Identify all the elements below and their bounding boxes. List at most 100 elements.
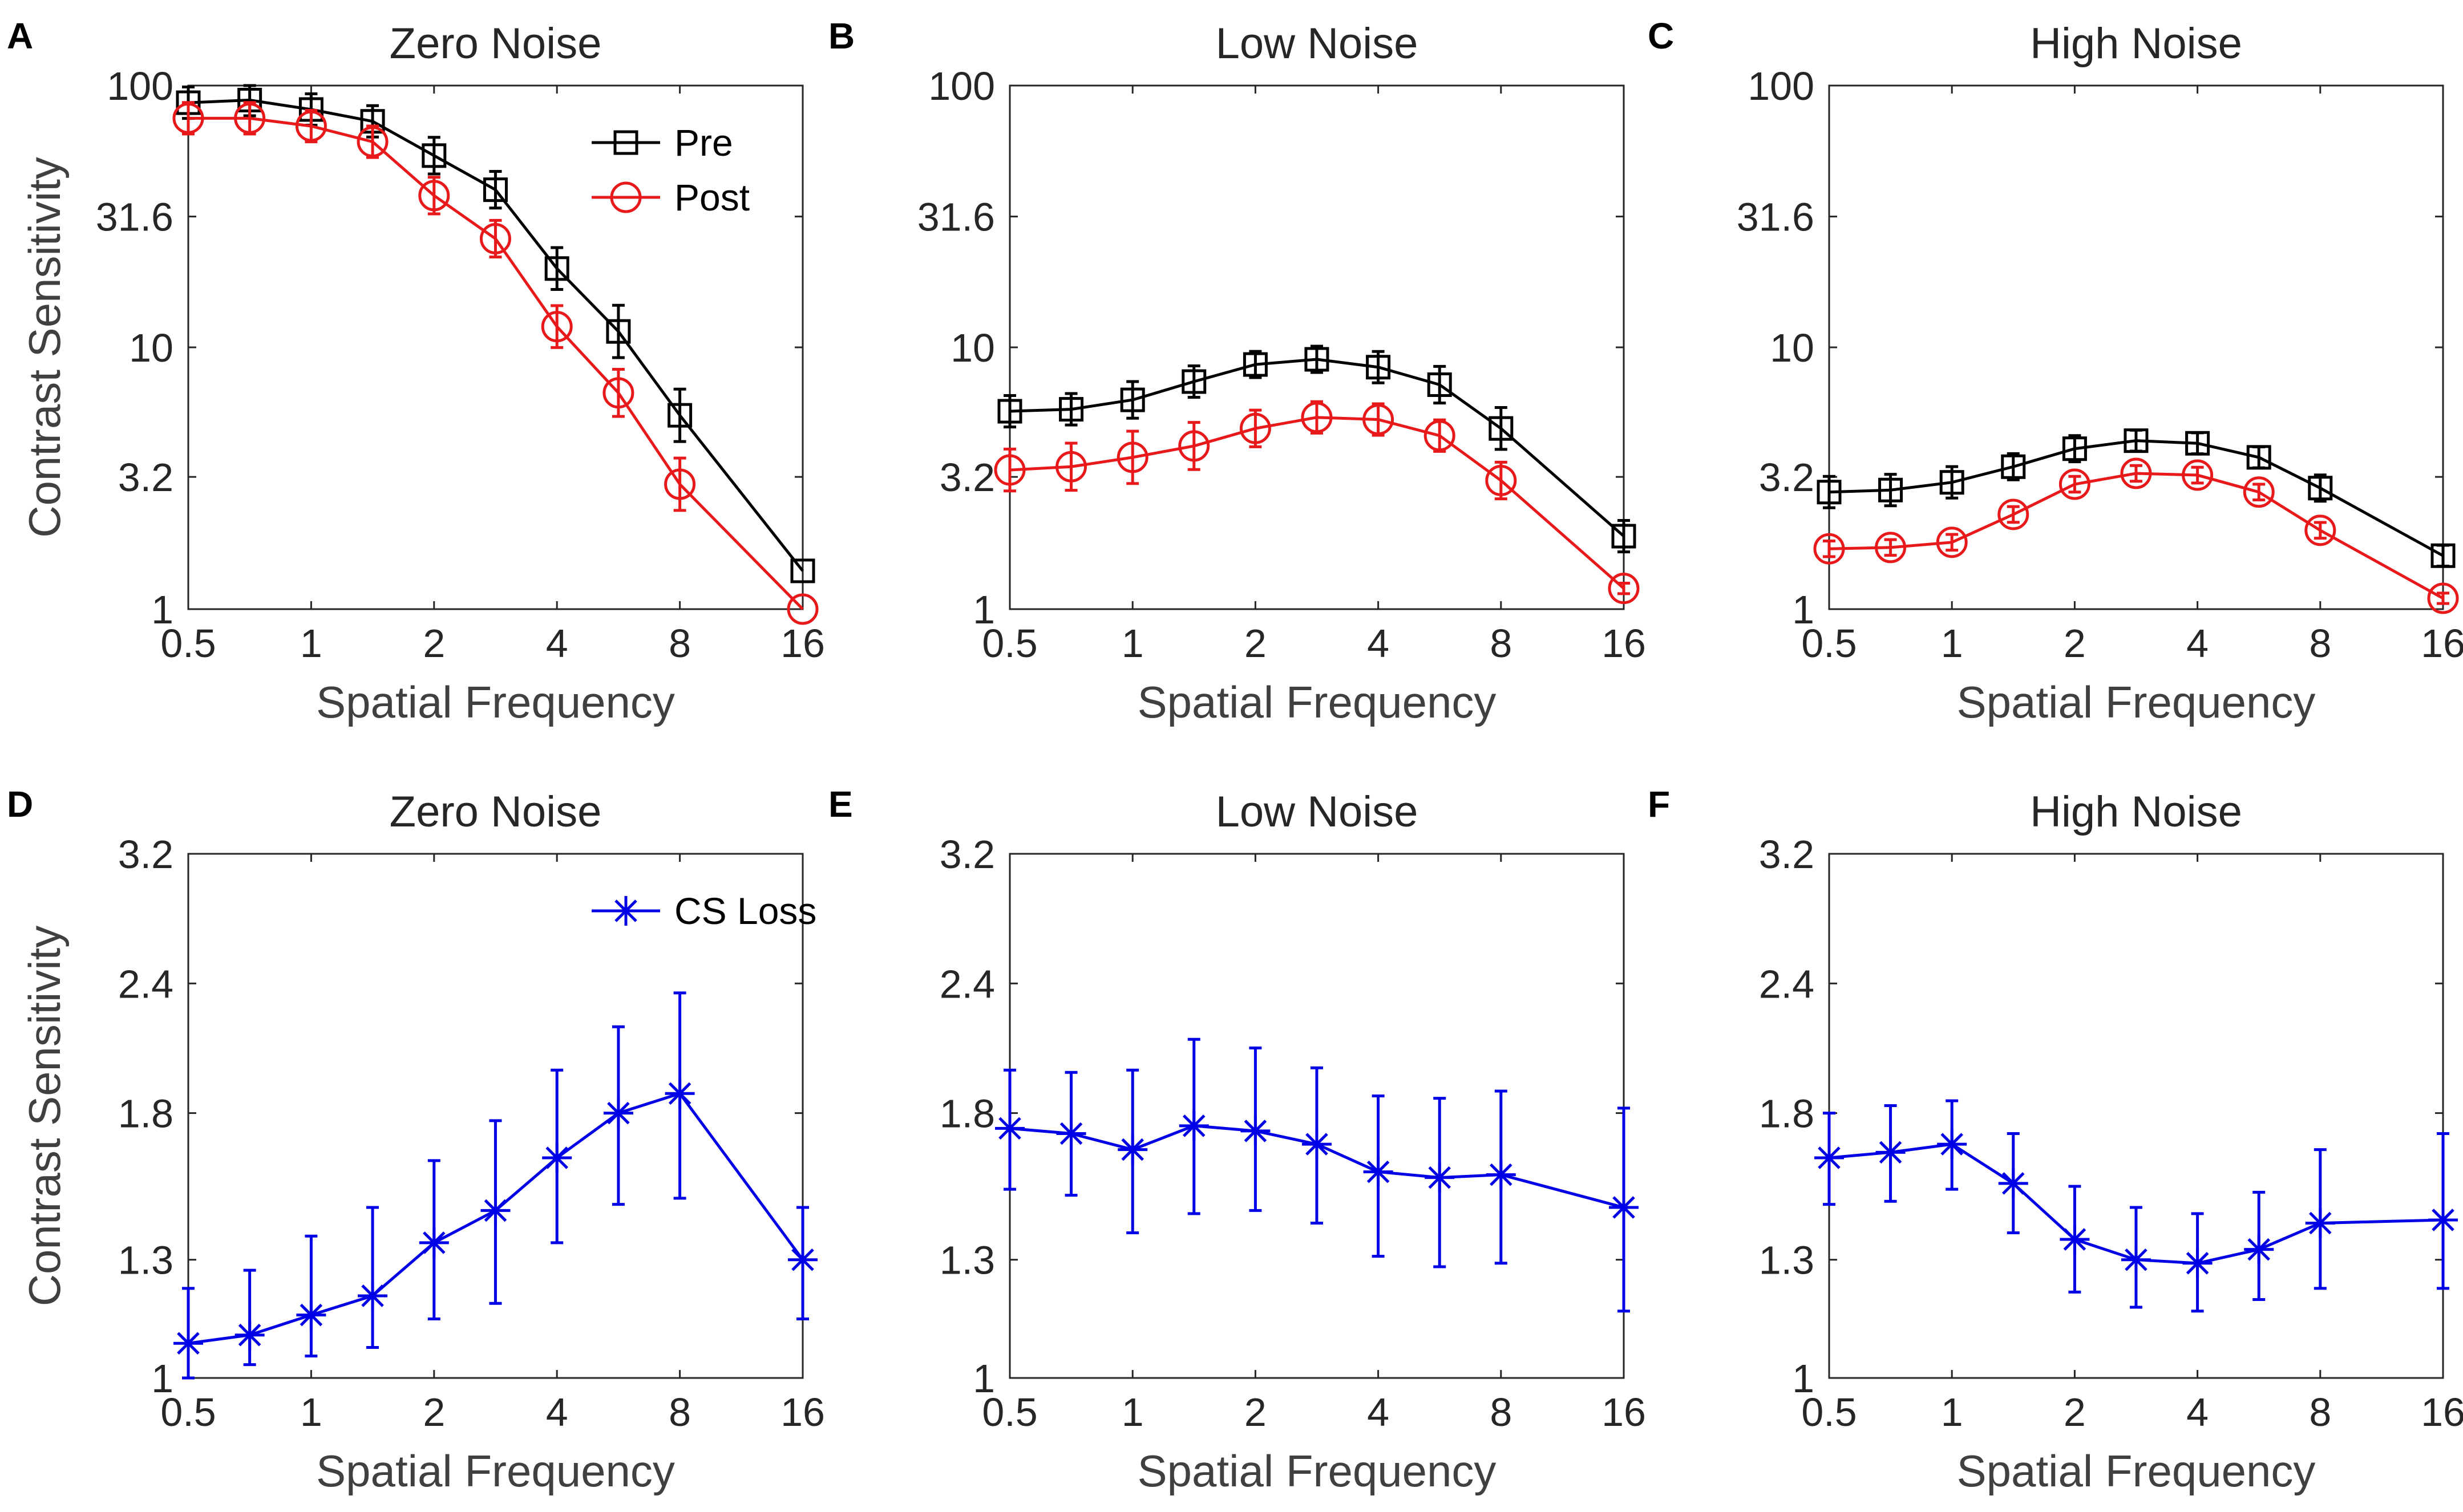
data-point <box>664 468 696 500</box>
panel-title: Low Noise <box>1216 788 1418 836</box>
legend-label: CS Loss <box>674 890 816 932</box>
data-point <box>1875 1137 1906 1168</box>
y-tick-label: 1 <box>973 587 995 632</box>
data-point <box>994 454 1026 486</box>
x-tick-label: 2 <box>423 1390 445 1434</box>
x-tick-label: 8 <box>669 621 691 666</box>
data-point <box>1056 1118 1086 1149</box>
x-tick-label: 1 <box>300 621 322 666</box>
data-point <box>1362 404 1394 436</box>
x-tick-label: 8 <box>2309 1390 2331 1434</box>
y-tick-label: 3.2 <box>118 832 173 877</box>
data-point <box>1366 355 1391 380</box>
series-line <box>188 1092 804 1345</box>
y-tick-label: 1 <box>973 1356 995 1401</box>
data-point <box>1363 1157 1393 1187</box>
y-tick-label: 1 <box>151 587 173 632</box>
data-point <box>234 102 266 134</box>
series-post <box>994 400 1640 605</box>
data-point <box>1427 372 1452 397</box>
data-point <box>1997 498 2029 530</box>
y-tick-label: 3.2 <box>1759 832 1814 877</box>
x-tick-label: 0.5 <box>982 1390 1037 1434</box>
y-tick-label: 1 <box>1792 1356 1814 1401</box>
y-tick-label: 3.2 <box>940 832 995 877</box>
data-point <box>2428 1205 2458 1235</box>
data-point <box>2182 1248 2213 1278</box>
data-point <box>234 1320 265 1350</box>
x-tick-label: 4 <box>1367 621 1389 666</box>
legend-marker <box>610 181 642 213</box>
y-tick-label: 31.6 <box>917 195 995 240</box>
series-line <box>1009 416 1625 590</box>
x-tick-label: 2 <box>1244 621 1267 666</box>
series-post <box>1813 457 2459 614</box>
legend: Pre Post <box>592 121 750 218</box>
legend: CS Loss <box>592 890 816 932</box>
data-point <box>418 180 450 212</box>
data-point <box>2246 445 2271 470</box>
panel-letter: F <box>1648 784 1670 825</box>
panel-title: Zero Noise <box>390 788 602 836</box>
data-point <box>2120 457 2152 489</box>
data-point <box>1425 1162 1455 1193</box>
data-point <box>1817 480 1842 505</box>
data-point <box>1608 573 1640 605</box>
data-point <box>2430 543 2456 568</box>
y-tick-label: 1 <box>1792 587 1814 632</box>
x-tick-label: 16 <box>2421 1390 2463 1434</box>
panel-letter: A <box>7 15 33 56</box>
x-tick-label: 1 <box>300 1390 322 1434</box>
data-point <box>2243 476 2275 508</box>
x-tick-label: 8 <box>2309 621 2331 666</box>
x-tick-label: 0.5 <box>982 621 1037 666</box>
panel-title: High Noise <box>2030 788 2242 836</box>
data-point <box>1059 397 1084 422</box>
data-point <box>544 256 569 281</box>
x-axis-label: Spatial Frequency <box>1957 1446 2316 1496</box>
data-point <box>997 399 1022 424</box>
y-tick-label: 100 <box>928 64 995 108</box>
data-point <box>788 1245 818 1275</box>
panel-letter: B <box>828 15 855 56</box>
x-tick-label: 16 <box>1601 1390 1646 1434</box>
data-point <box>1878 477 1903 502</box>
x-tick-label: 16 <box>780 1390 825 1434</box>
x-tick-label: 2 <box>2064 621 2086 666</box>
data-point <box>1813 533 1845 565</box>
data-point <box>2244 1234 2274 1264</box>
data-point <box>668 403 693 428</box>
data-point <box>1937 1129 1967 1160</box>
data-point <box>357 126 389 158</box>
data-point <box>1117 441 1148 473</box>
data-point <box>1936 526 1968 558</box>
x-tick-label: 16 <box>1601 621 1646 666</box>
x-tick-label: 1 <box>1122 621 1144 666</box>
series-line <box>188 98 804 572</box>
y-tick-label: 2.4 <box>1759 962 1814 1006</box>
data-point <box>1485 464 1517 496</box>
series-line <box>188 116 804 610</box>
y-tick-label: 3.2 <box>940 455 995 500</box>
data-point <box>1243 352 1268 377</box>
x-axis-label: Spatial Frequency <box>316 1446 675 1496</box>
x-tick-label: 4 <box>546 1390 568 1434</box>
data-point <box>419 1227 449 1258</box>
data-point <box>2058 468 2090 500</box>
x-axis-label: Spatial Frequency <box>1138 1446 1497 1496</box>
x-axis-label: Spatial Frequency <box>1957 677 2316 727</box>
y-tick-label: 31.6 <box>1737 195 1814 240</box>
data-point <box>790 558 815 583</box>
data-point <box>422 143 447 168</box>
x-tick-label: 8 <box>1490 621 1512 666</box>
data-point <box>2182 459 2214 491</box>
data-point <box>1489 416 1514 441</box>
data-point <box>1814 1142 1844 1173</box>
x-tick-label: 4 <box>2186 621 2209 666</box>
series-pre <box>176 84 815 583</box>
